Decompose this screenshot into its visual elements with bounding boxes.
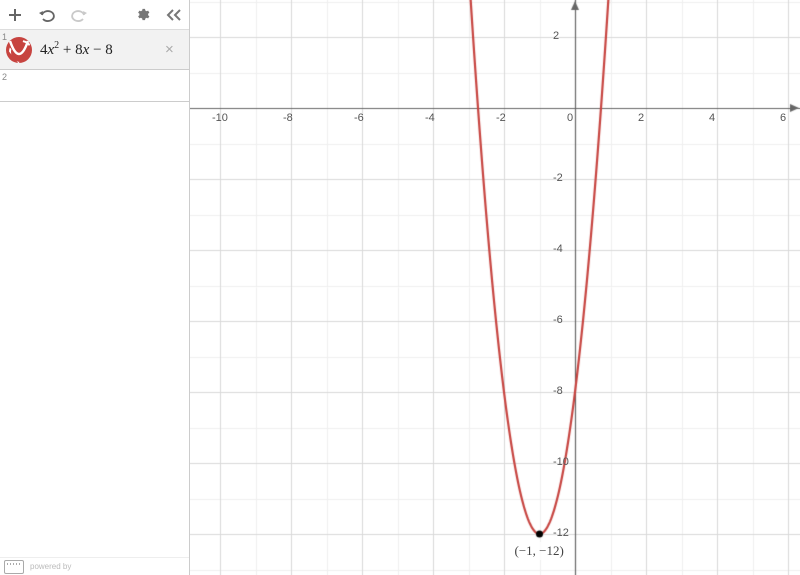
expression-color-icon[interactable]: [6, 37, 32, 63]
expression-index: 1: [2, 32, 7, 42]
gear-icon: [135, 7, 150, 22]
add-button[interactable]: [6, 6, 24, 24]
collapse-button[interactable]: [165, 6, 183, 24]
expression-text[interactable]: 4x2 + 8x − 8: [40, 40, 165, 59]
expression-index: 2: [2, 72, 7, 82]
x-tick-label: 4: [709, 112, 715, 124]
x-tick-label: -2: [496, 112, 506, 124]
y-tick-label: -8: [553, 385, 563, 397]
sidebar: 1 4x2 + 8x − 8× 2 powered by: [0, 0, 190, 575]
y-tick-label: -4: [553, 243, 563, 255]
toolbar: [0, 0, 189, 30]
app-root: 1 4x2 + 8x − 8× 2 powered by -10 -8 -6 -4 -2 0 2…: [0, 0, 800, 575]
chevrons-left-icon: [166, 8, 182, 22]
redo-icon: [70, 8, 88, 22]
graph-canvas[interactable]: [190, 0, 800, 575]
x-tick-label: -8: [283, 112, 293, 124]
delete-expression-button[interactable]: ×: [165, 41, 185, 58]
point-label: (−1, −12): [512, 542, 567, 560]
undo-button[interactable]: [38, 6, 56, 24]
powered-by-label: powered by: [30, 563, 71, 571]
redo-button[interactable]: [70, 6, 88, 24]
y-tick-label: -12: [553, 527, 569, 539]
x-tick-label: 6: [780, 112, 786, 124]
y-tick-label: -6: [553, 314, 563, 326]
settings-button[interactable]: [133, 6, 151, 24]
y-tick-label: -2: [553, 172, 563, 184]
x-tick-label: -4: [425, 112, 435, 124]
sidebar-footer: powered by: [0, 557, 189, 575]
x-tick-label: 0: [567, 112, 573, 124]
sidebar-blank: [0, 102, 189, 557]
keyboard-icon[interactable]: [4, 560, 24, 574]
expression-row[interactable]: 2: [0, 70, 189, 102]
y-tick-label: -10: [553, 456, 569, 468]
plus-icon: [8, 8, 22, 22]
x-tick-label: -10: [212, 112, 228, 124]
x-tick-label: -6: [354, 112, 364, 124]
undo-icon: [38, 8, 56, 22]
graph-area[interactable]: -10 -8 -6 -4 -2 0 2 4 6 2 -2 -4 -6 -8 -10 -12 (−1, −12): [190, 0, 800, 575]
y-tick-label: 2: [553, 30, 559, 42]
expression-row[interactable]: 1 4x2 + 8x − 8×: [0, 30, 189, 70]
expression-list: 1 4x2 + 8x − 8× 2: [0, 30, 189, 102]
x-tick-label: 2: [638, 112, 644, 124]
